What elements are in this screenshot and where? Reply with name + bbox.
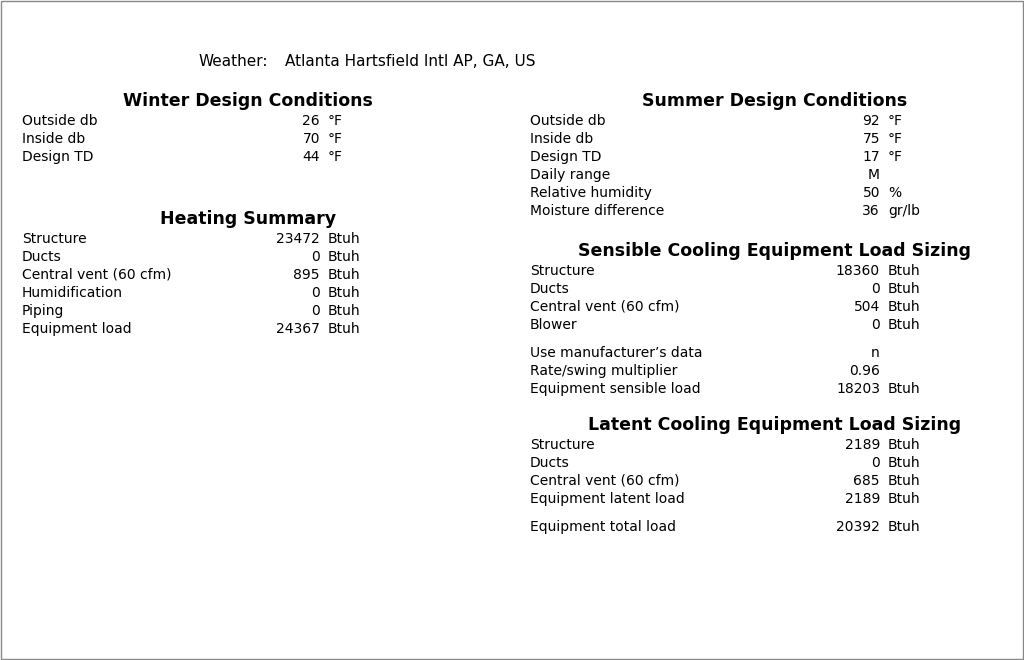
Text: Equipment latent load: Equipment latent load <box>530 492 685 506</box>
Text: Structure: Structure <box>530 264 595 278</box>
Text: Design TD: Design TD <box>22 150 93 164</box>
Text: Btuh: Btuh <box>888 318 921 332</box>
Text: Ducts: Ducts <box>22 250 61 264</box>
Text: Btuh: Btuh <box>328 268 360 282</box>
Text: Atlanta Hartsfield Intl AP, GA, US: Atlanta Hartsfield Intl AP, GA, US <box>285 55 536 69</box>
Text: Heating Summary: Heating Summary <box>160 210 336 228</box>
Text: 0.96: 0.96 <box>849 364 880 378</box>
Text: Piping: Piping <box>22 304 65 318</box>
Text: Weather:: Weather: <box>199 55 268 69</box>
Text: Ducts: Ducts <box>530 282 569 296</box>
Text: Latent Cooling Equipment Load Sizing: Latent Cooling Equipment Load Sizing <box>589 416 962 434</box>
Text: Btuh: Btuh <box>888 300 921 314</box>
Text: Rate/swing multiplier: Rate/swing multiplier <box>530 364 677 378</box>
Text: 26: 26 <box>302 114 319 128</box>
Text: 0: 0 <box>871 282 880 296</box>
Text: Btuh: Btuh <box>888 456 921 470</box>
Text: Central vent (60 cfm): Central vent (60 cfm) <box>530 474 680 488</box>
Text: 24367: 24367 <box>276 322 319 336</box>
Text: %: % <box>888 186 901 200</box>
Text: Btuh: Btuh <box>888 474 921 488</box>
Text: Outside db: Outside db <box>22 114 97 128</box>
Text: Moisture difference: Moisture difference <box>530 204 665 218</box>
Text: °F: °F <box>328 132 343 146</box>
Text: 18203: 18203 <box>836 382 880 396</box>
Text: Use manufacturer’s data: Use manufacturer’s data <box>530 346 702 360</box>
Text: Design TD: Design TD <box>530 150 601 164</box>
Text: 23472: 23472 <box>276 232 319 246</box>
Text: Btuh: Btuh <box>328 322 360 336</box>
Text: 44: 44 <box>302 150 319 164</box>
Text: Central vent (60 cfm): Central vent (60 cfm) <box>530 300 680 314</box>
Text: Equipment load: Equipment load <box>22 322 132 336</box>
Text: 50: 50 <box>862 186 880 200</box>
Text: Outside db: Outside db <box>530 114 605 128</box>
Text: 2189: 2189 <box>845 438 880 452</box>
Text: Btuh: Btuh <box>328 232 360 246</box>
Text: Central vent (60 cfm): Central vent (60 cfm) <box>22 268 171 282</box>
Text: °F: °F <box>888 150 903 164</box>
Text: Blower: Blower <box>530 318 578 332</box>
Text: 504: 504 <box>854 300 880 314</box>
Text: Structure: Structure <box>22 232 87 246</box>
Text: Btuh: Btuh <box>888 282 921 296</box>
Text: Inside db: Inside db <box>530 132 593 146</box>
Text: Btuh: Btuh <box>888 438 921 452</box>
Text: Btuh: Btuh <box>888 264 921 278</box>
Text: 2189: 2189 <box>845 492 880 506</box>
Text: Ducts: Ducts <box>530 456 569 470</box>
Text: 895: 895 <box>294 268 319 282</box>
Text: 17: 17 <box>862 150 880 164</box>
Text: °F: °F <box>888 132 903 146</box>
Text: Relative humidity: Relative humidity <box>530 186 652 200</box>
Text: °F: °F <box>328 150 343 164</box>
Text: Humidification: Humidification <box>22 286 123 300</box>
Text: Design Information: Design Information <box>391 9 633 29</box>
Text: 92: 92 <box>862 114 880 128</box>
Text: n: n <box>871 346 880 360</box>
Text: Daily range: Daily range <box>530 168 610 182</box>
Text: gr/lb: gr/lb <box>888 204 920 218</box>
Text: 685: 685 <box>853 474 880 488</box>
Text: Summer Design Conditions: Summer Design Conditions <box>642 92 907 110</box>
Text: 0: 0 <box>871 318 880 332</box>
Text: 36: 36 <box>862 204 880 218</box>
Text: Inside db: Inside db <box>22 132 85 146</box>
Text: Btuh: Btuh <box>328 250 360 264</box>
Text: °F: °F <box>328 114 343 128</box>
Text: 75: 75 <box>862 132 880 146</box>
Text: Btuh: Btuh <box>328 286 360 300</box>
Text: Equipment total load: Equipment total load <box>530 520 676 534</box>
Text: 0: 0 <box>871 456 880 470</box>
Text: Btuh: Btuh <box>888 520 921 534</box>
Text: 70: 70 <box>302 132 319 146</box>
Text: Sensible Cooling Equipment Load Sizing: Sensible Cooling Equipment Load Sizing <box>579 242 972 260</box>
Text: 20392: 20392 <box>837 520 880 534</box>
Text: 0: 0 <box>311 304 319 318</box>
Text: Btuh: Btuh <box>328 304 360 318</box>
Text: Btuh: Btuh <box>888 492 921 506</box>
Text: Structure: Structure <box>530 438 595 452</box>
Text: M: M <box>868 168 880 182</box>
Text: 0: 0 <box>311 286 319 300</box>
Text: Btuh: Btuh <box>888 382 921 396</box>
Text: °F: °F <box>888 114 903 128</box>
Text: 0: 0 <box>311 250 319 264</box>
Text: Winter Design Conditions: Winter Design Conditions <box>123 92 373 110</box>
Text: Equipment sensible load: Equipment sensible load <box>530 382 700 396</box>
Text: 18360: 18360 <box>836 264 880 278</box>
